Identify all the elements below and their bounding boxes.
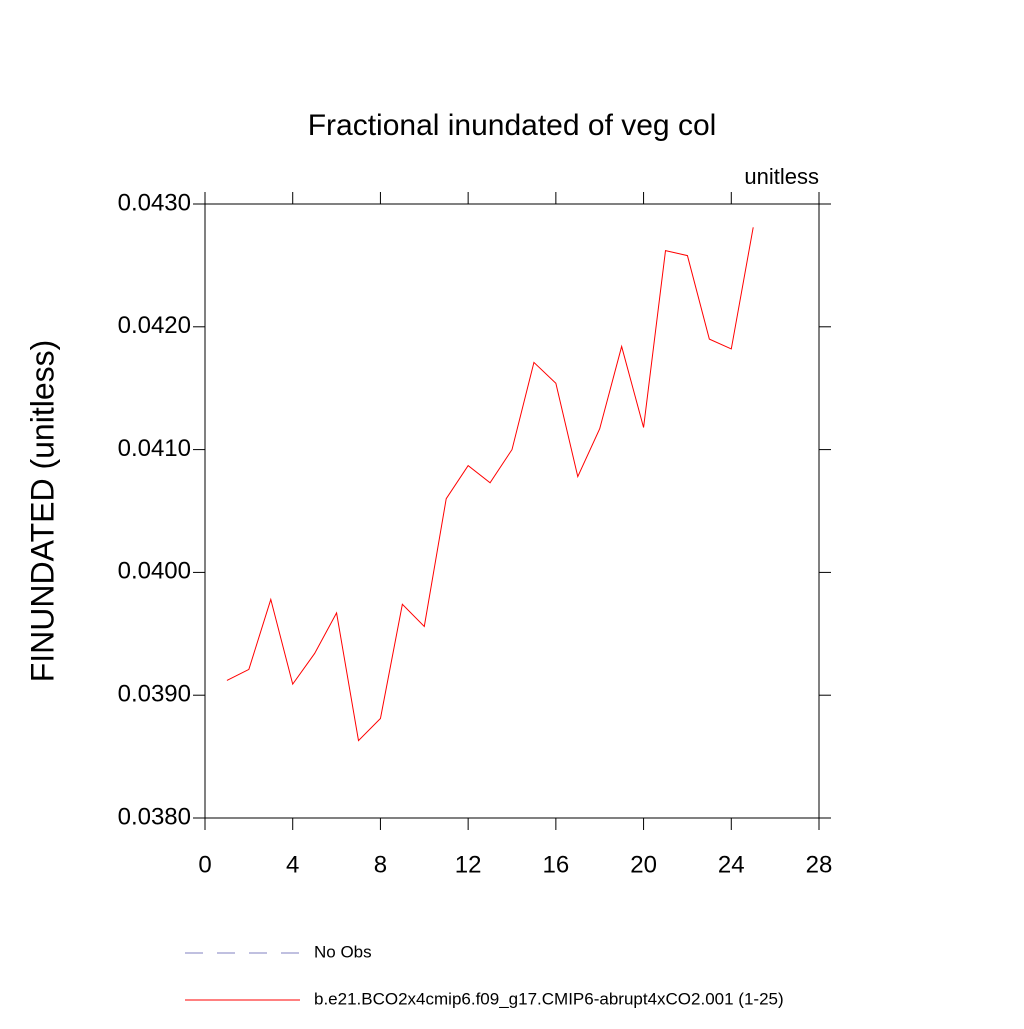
y-axis-label: FINUNDATED (unitless) bbox=[24, 340, 60, 683]
chart-subtitle: unitless bbox=[744, 164, 819, 189]
y-tick-label: 0.0400 bbox=[118, 558, 191, 585]
legend-label: No Obs bbox=[314, 942, 372, 961]
y-tick-label: 0.0410 bbox=[118, 435, 191, 462]
x-tick-label: 16 bbox=[543, 851, 570, 878]
x-tick-label: 24 bbox=[718, 851, 745, 878]
y-tick-label: 0.0430 bbox=[118, 189, 191, 216]
x-tick-label: 8 bbox=[374, 851, 387, 878]
y-tick-label: 0.0380 bbox=[118, 803, 191, 830]
legend-label: b.e21.BCO2x4cmip6.f09_g17.CMIP6-abrupt4x… bbox=[314, 989, 784, 1008]
x-tick-label: 4 bbox=[286, 851, 299, 878]
x-tick-label: 28 bbox=[806, 851, 833, 878]
data-line bbox=[226, 227, 754, 742]
plot-frame bbox=[204, 203, 820, 819]
chart-title: Fractional inundated of veg col bbox=[308, 109, 717, 142]
y-tick-label: 0.0420 bbox=[118, 312, 191, 339]
x-tick-label: 12 bbox=[455, 851, 482, 878]
x-tick-label: 0 bbox=[198, 851, 211, 878]
x-tick-label: 20 bbox=[630, 851, 657, 878]
y-tick-label: 0.0390 bbox=[118, 681, 191, 708]
